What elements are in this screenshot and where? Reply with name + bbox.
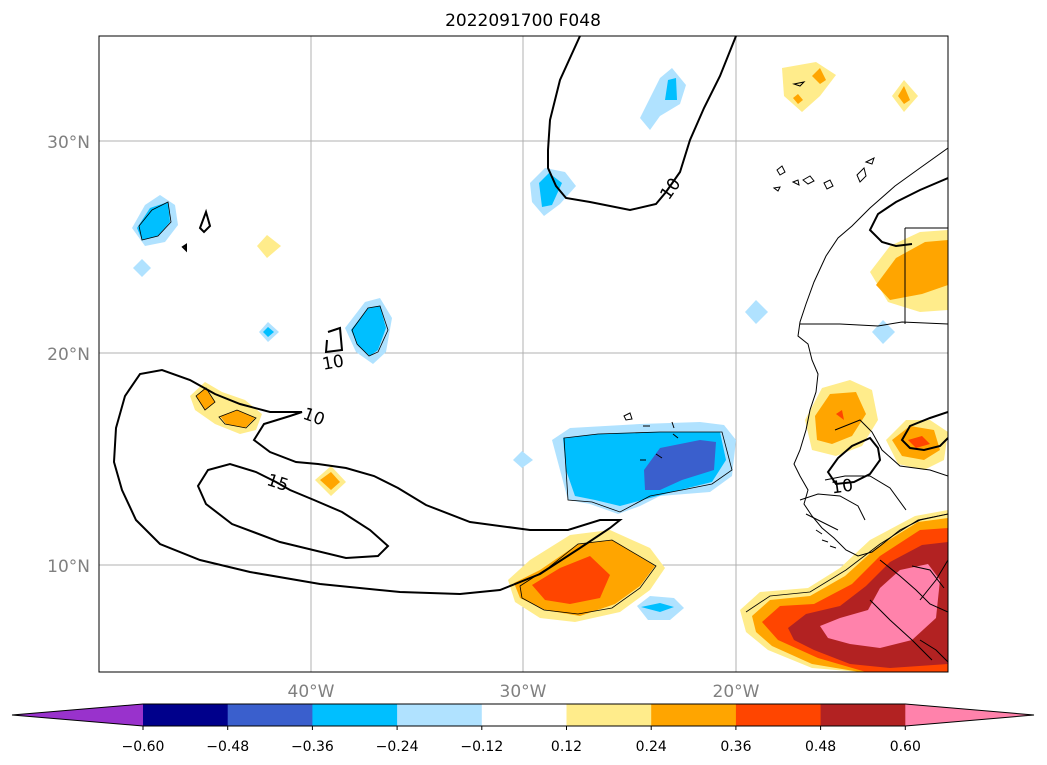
colorbar-tick-label: −0.36 (291, 739, 334, 755)
negative-anomaly-shading (132, 68, 895, 620)
lat-label: 20°N (47, 345, 90, 365)
colorbar-segment (143, 704, 229, 726)
contour-label: 10 (321, 351, 346, 374)
colorbar-extend-low (12, 704, 143, 726)
height-contours (112, 36, 948, 596)
anomaly-outlines (138, 201, 948, 615)
lon-label: 20°W (713, 682, 760, 702)
map-title: 2022091700 F048 (445, 11, 601, 31)
colorbar-segment (735, 704, 822, 726)
lon-label: 30°W (500, 682, 547, 702)
gridlines (99, 36, 948, 672)
longitude-labels: 40°W 30°W 20°W (288, 682, 760, 702)
colorbar-segment (566, 704, 652, 726)
plot-frame (98, 35, 949, 673)
colorbar-tick-label: −0.60 (122, 739, 165, 755)
colorbar-segment (397, 704, 483, 726)
colorbar: −0.60 −0.48 −0.36 −0.24 −0.12 0.12 0.24 0.36 0.4… (11, 703, 1035, 755)
contour-label: 10 (830, 476, 854, 499)
colorbar-tick-label: 0.24 (636, 739, 667, 755)
colorbar-tick-label: −0.48 (206, 739, 249, 755)
colorbar-tick-label: 0.36 (720, 739, 751, 755)
latitude-labels: 30°N 20°N 10°N (47, 133, 90, 577)
islands (623, 81, 875, 549)
colorbar-segment (481, 704, 567, 726)
colorbar-segment (312, 704, 398, 726)
colorbar-tick-label: 0.48 (805, 739, 836, 755)
colorbar-segment (651, 704, 737, 726)
colorbar-segment (820, 704, 906, 726)
lon-label: 40°W (288, 682, 335, 702)
coastline (793, 147, 948, 663)
colorbar-tick-label: 0.12 (551, 739, 582, 755)
colorbar-segment (227, 704, 313, 726)
colorbar-tick-label: −0.12 (460, 739, 503, 755)
colorbar-tick-label: 0.60 (890, 739, 921, 755)
lat-label: 30°N (47, 133, 90, 153)
colorbar-extend-high (905, 704, 1034, 726)
lat-label: 10°N (47, 557, 90, 577)
colorbar-tick-label: −0.24 (376, 739, 419, 755)
plot-area: 10 10 10 15 10 (99, 36, 948, 672)
